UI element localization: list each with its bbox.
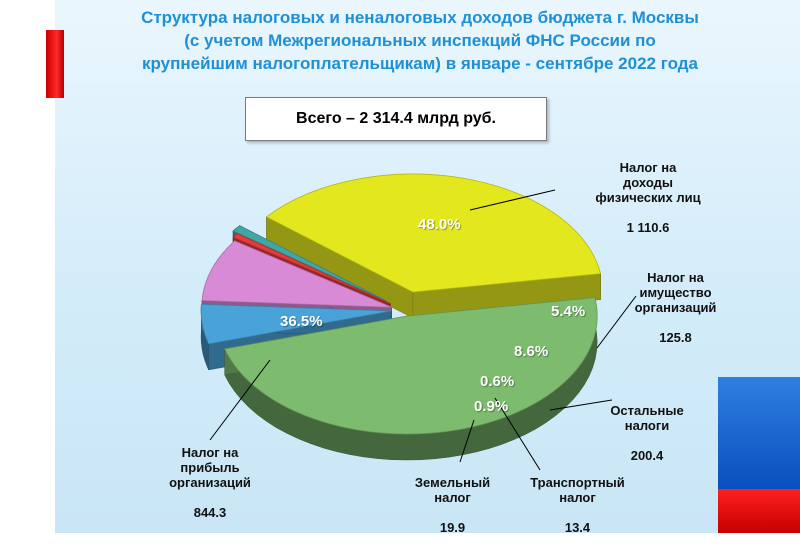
- pct-profit: 36.5%: [280, 313, 323, 330]
- label-transport-value: 13.4: [564, 520, 591, 535]
- decorative-red-bar: [46, 30, 64, 98]
- chart-title: Структура налоговых и неналоговых доходо…: [80, 6, 760, 75]
- pie-slice-transport: [232, 233, 391, 304]
- leader-line-profit: [209, 359, 271, 441]
- pie-slice-profit: [265, 173, 602, 293]
- label-ndfl-value: 1 110.6: [626, 220, 670, 235]
- pct-ndfl: 48.0%: [418, 216, 461, 233]
- chart-title-line-2: (с учетом Межрегиональных инспекций ФНС …: [184, 31, 656, 50]
- pct-other: 8.6%: [514, 343, 549, 360]
- label-other: Остальные налоги 200.4: [597, 388, 697, 478]
- label-other-name: Остальные налоги: [610, 403, 684, 433]
- total-label: Всего – 2 314.4 млрд руб.: [296, 110, 496, 127]
- chart-title-line-3: крупнейшим налогоплательщикам) в январе …: [142, 54, 698, 73]
- pct-transport: 0.6%: [480, 373, 515, 390]
- label-profit-name: Налог на прибыль организаций: [169, 445, 251, 490]
- decorative-blue-bar: [718, 377, 800, 489]
- label-ndfl: Налог на доходы физических лиц 1 110.6: [588, 145, 708, 250]
- pie-slice-ndfl: [224, 297, 598, 435]
- label-other-value: 200.4: [630, 448, 664, 463]
- pct-land: 0.9%: [474, 398, 509, 415]
- decorative-red-bar-bottom: [718, 489, 800, 533]
- leader-line-property: [596, 295, 637, 349]
- pie-slice-property: [200, 303, 392, 345]
- label-property-name: Налог на имущество организаций: [634, 270, 717, 315]
- leader-line-transport: [494, 397, 541, 471]
- label-land-name: Земельный налог: [414, 475, 491, 505]
- label-property: Налог на имущество организаций 125.8: [618, 255, 733, 360]
- label-land-value: 19.9: [439, 520, 466, 535]
- leader-line-other: [549, 399, 613, 411]
- pie-chart: [200, 173, 637, 471]
- label-profit-value: 844.3: [193, 505, 227, 520]
- leader-line-ndfl: [469, 189, 556, 211]
- label-profit: Налог на прибыль организаций 844.3: [155, 430, 265, 535]
- total-box: Всего – 2 314.4 млрд руб.: [245, 97, 547, 141]
- chart-title-line-1: Структура налоговых и неналоговых доходо…: [141, 8, 699, 27]
- leader-line-land: [459, 419, 475, 463]
- pie-slice-land: [232, 225, 387, 302]
- label-transport: Транспортный налог 13.4: [520, 460, 635, 550]
- label-ndfl-name: Налог на доходы физических лиц: [595, 160, 701, 205]
- pie-slice-other: [201, 240, 392, 308]
- label-transport-name: Транспортный налог: [530, 475, 625, 505]
- label-land: Земельный налог 19.9: [400, 460, 505, 550]
- label-property-value: 125.8: [659, 330, 692, 345]
- pct-property: 5.4%: [551, 303, 586, 320]
